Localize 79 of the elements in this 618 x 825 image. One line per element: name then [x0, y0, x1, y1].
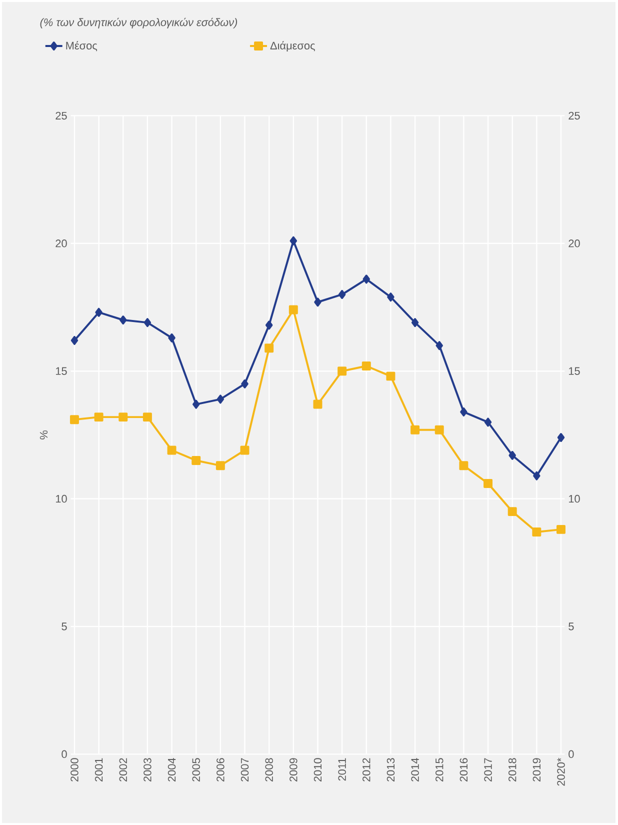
x-tick-label: 2013	[387, 758, 395, 782]
point	[363, 274, 370, 284]
point	[290, 236, 298, 246]
y2-tick-label: 5	[568, 622, 574, 630]
point	[289, 305, 298, 314]
point	[94, 412, 104, 422]
point	[508, 450, 516, 460]
x-tick-label: 2008	[265, 758, 274, 782]
x-tick-label: 2011	[338, 758, 346, 781]
point	[410, 425, 420, 434]
point	[460, 407, 468, 416]
x-tick-label: 2000	[70, 758, 79, 782]
y2-tick-label: 0	[568, 750, 574, 758]
point	[144, 318, 152, 328]
x-tick-label: 2001	[95, 758, 103, 782]
point	[216, 461, 226, 470]
x-tick-label: 2003	[144, 758, 152, 782]
x-tick-label: 2015	[436, 758, 444, 782]
y-tick-label: 15	[56, 367, 68, 375]
chart-title: (% των δυνητικών φορολογικών εσόδων)	[40, 18, 238, 28]
point	[338, 366, 347, 376]
y2-tick-label: 20	[568, 240, 580, 248]
point	[143, 412, 152, 422]
y-axis-title: %	[40, 430, 48, 440]
point	[95, 308, 103, 317]
x-tick-label: 2018	[508, 758, 516, 782]
point	[217, 394, 224, 404]
x-tick-label: 2016	[460, 758, 468, 782]
y-tick-label: 25	[56, 112, 68, 120]
point	[435, 425, 444, 434]
legend-label: Διάμεσος	[270, 41, 316, 52]
y2-tick-label: 25	[568, 112, 580, 120]
y2-tick-label: 15	[569, 367, 580, 375]
x-tick-label: 2012	[362, 758, 371, 782]
point	[533, 471, 541, 480]
legend-label: Μέσος	[66, 41, 98, 52]
point	[192, 400, 200, 409]
point	[484, 418, 492, 427]
x-tick-label: 2017	[484, 758, 492, 782]
x-tick-label: 2006	[216, 758, 225, 782]
point	[459, 461, 468, 470]
point	[313, 400, 322, 409]
point	[70, 415, 80, 424]
point	[387, 292, 395, 302]
point	[386, 372, 396, 381]
point	[241, 379, 249, 388]
point	[532, 527, 542, 536]
x-tick-label: 2007	[241, 758, 249, 782]
point	[338, 290, 346, 299]
x-tick-label: 2002	[120, 758, 128, 782]
point	[556, 524, 566, 534]
y-tick-label: 10	[56, 494, 68, 503]
point	[118, 412, 128, 422]
point	[192, 456, 201, 465]
x-tick-label: 2019	[533, 758, 541, 782]
point	[436, 341, 444, 350]
point	[168, 446, 177, 455]
point	[71, 336, 78, 345]
point	[240, 446, 250, 455]
point	[168, 333, 176, 342]
y-tick-label: 5	[62, 622, 68, 630]
point	[120, 316, 127, 325]
x-tick-label: 2009	[290, 758, 298, 782]
point	[266, 320, 273, 330]
y-tick-label: 20	[56, 240, 68, 248]
x-tick-label: 2010	[314, 758, 322, 782]
point	[558, 433, 565, 442]
y-tick-label: 0	[62, 750, 68, 758]
y2-tick-label: 10	[569, 494, 580, 503]
point	[314, 298, 322, 307]
point	[362, 361, 372, 370]
point	[508, 507, 518, 516]
point	[264, 344, 274, 353]
point	[412, 318, 419, 328]
x-tick-label: 2020*	[557, 758, 566, 786]
x-tick-label: 2004	[168, 758, 176, 782]
x-tick-label: 2005	[192, 758, 200, 782]
x-tick-label: 2014	[411, 758, 420, 782]
point	[484, 478, 493, 488]
